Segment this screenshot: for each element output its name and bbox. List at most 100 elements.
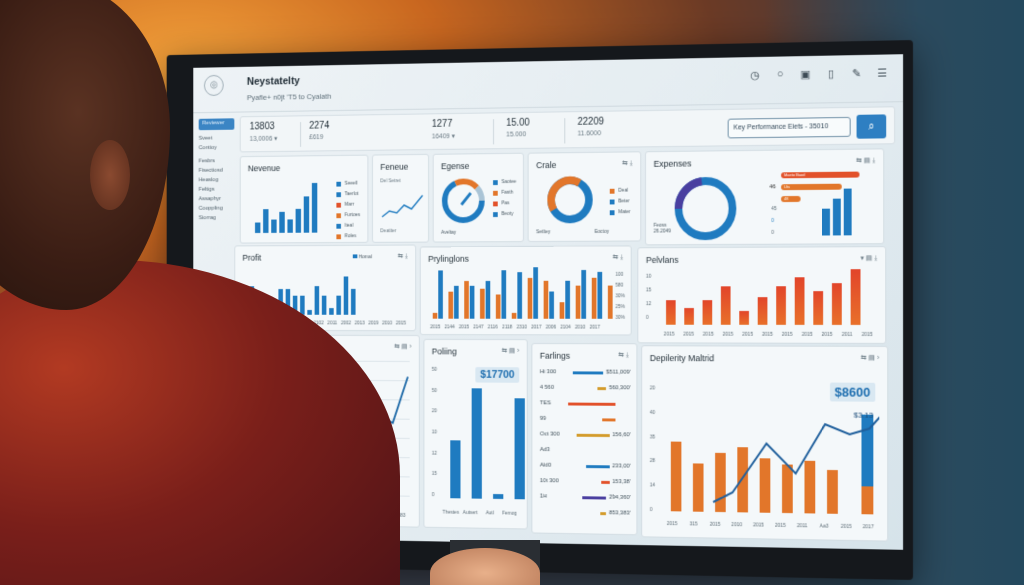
axis-label: 0 <box>649 507 653 513</box>
axis-label: 2015 <box>801 331 813 338</box>
farlings-card: Farlings ⇆ ⤓ Hi 300 $511,009' 4 560 560,300… <box>531 343 638 536</box>
sidebar-item[interactable]: Feltigs <box>198 186 215 193</box>
axis-label: 2019 <box>368 320 379 327</box>
sidebar-item[interactable]: Heaslog <box>198 177 219 184</box>
sidebar-item[interactable]: Sveet <box>198 135 213 142</box>
logo-icon[interactable]: ◎ <box>203 74 224 97</box>
bar <box>581 269 587 319</box>
bar <box>328 307 334 315</box>
axis-label: 2015 <box>861 331 873 338</box>
clipboard-icon[interactable]: ▯ <box>827 68 834 81</box>
sidebar-item[interactable]: Fesbrs <box>198 158 216 165</box>
donut-legend: Deal Beter Mater <box>609 188 630 220</box>
axis-label: 2006 <box>545 324 557 331</box>
card-controls[interactable]: ⇆ ⤓ <box>622 160 633 168</box>
bar <box>843 188 852 236</box>
bar <box>517 272 523 319</box>
bar <box>493 494 504 500</box>
axis-label: 100 <box>615 271 624 278</box>
axis-label: 2015 <box>395 320 407 327</box>
chat-icon[interactable]: ○ <box>776 68 784 81</box>
bar <box>453 286 459 319</box>
top-bar: ◎ Neystatelty Pyafle+ n0jt 'T5 to Cyalat… <box>193 54 904 114</box>
card-controls[interactable]: ⇆ ▤ ⤓ <box>856 157 876 165</box>
axis-label: 2015 <box>753 522 764 529</box>
app-title: Neystatelty <box>246 75 300 88</box>
axis-label: 2011 <box>841 331 853 338</box>
card-footer: Eoctoy <box>594 228 610 235</box>
x-axis: Thestes Autsert Autl Femog <box>441 510 519 517</box>
search-button[interactable]: ⌕ <box>856 114 887 139</box>
expenses-donut-chart <box>671 173 740 244</box>
kpi-sub[interactable]: 13,0006 ▾ <box>249 135 278 143</box>
kpi-value: 13803 <box>249 121 275 133</box>
expense-gauge-card: Egense Saotee Fasth Pas Beoty Aveltay <box>432 152 524 243</box>
bar <box>448 291 454 319</box>
axis-label: 2017 <box>589 324 601 331</box>
sidebar-item[interactable]: Fisectiosd <box>198 167 223 174</box>
kpi-item: 2274 £619 <box>309 121 329 141</box>
card-controls[interactable]: ⇆ ▤ › <box>394 343 412 351</box>
bar <box>775 286 786 325</box>
sidebar-item[interactable]: Contioy <box>198 145 217 152</box>
axis-label: Autl <box>485 510 494 517</box>
axis-label: Autsert <box>462 510 478 517</box>
card-title: Pelvlans <box>645 254 679 265</box>
card-title: Expenses <box>653 158 692 169</box>
sidebar-item[interactable]: Siorrag <box>198 215 216 222</box>
axis-label: 2015 <box>821 331 833 338</box>
image-icon[interactable]: ▣ <box>800 68 811 81</box>
bar <box>702 299 712 325</box>
list-item: 99 <box>540 416 631 423</box>
axis-label: 12 <box>645 301 652 308</box>
value-badge: $17700 <box>475 367 520 383</box>
grouped-bar-chart <box>430 264 613 319</box>
sidebar-item[interactable]: Cooppling <box>198 205 223 212</box>
card-controls[interactable]: ⇆ ▤ › <box>860 354 880 362</box>
axis-label: 2017 <box>531 324 542 331</box>
axis-label: 12 <box>431 450 437 457</box>
menu-icon[interactable]: ☰ <box>877 67 888 80</box>
sidebar-item[interactable]: Assaphyr <box>198 196 221 203</box>
card-controls[interactable]: ⇆ ▤ › <box>501 347 520 355</box>
bar <box>471 388 482 499</box>
axis-label: 2010 <box>574 324 586 331</box>
card-title: Depilerity Maltrid <box>649 353 715 364</box>
card-title: Feneue <box>380 161 409 172</box>
bar <box>575 286 581 319</box>
search-input[interactable]: Key Performance Eiets - 35010 <box>727 116 851 139</box>
axis-label: 2015 <box>663 331 675 338</box>
card-controls[interactable]: ▾ ▤ ⤓ <box>860 255 878 263</box>
sidebar-item-active[interactable]: Reviewer <box>198 118 235 131</box>
feneue-card: Feneue Del Setret Deatiter <box>372 153 430 243</box>
bar <box>831 283 842 325</box>
card-controls[interactable]: ⇆ ⤓ <box>618 352 629 359</box>
y-axis: 10 15 12 0 <box>646 274 651 321</box>
axis-label: Thestes <box>442 509 459 516</box>
kpi-value: 15.00 <box>506 117 530 129</box>
bar <box>450 440 461 499</box>
bar <box>270 219 277 233</box>
kpi-sub[interactable]: 16409 ▾ <box>431 133 455 141</box>
gauge-chart <box>439 175 487 226</box>
axis-label: 580 <box>615 282 624 289</box>
axis-label: 14 <box>649 482 656 489</box>
kpi-item: 13803 13,0006 ▾ <box>250 121 278 142</box>
clock-icon[interactable]: ◷ <box>750 69 760 82</box>
kpi-sub: 15.000 <box>506 131 527 139</box>
line-chart <box>380 192 424 221</box>
y-axis: 50 50 20 10 12 15 0 <box>432 367 437 498</box>
axis-label: 2147 <box>473 324 484 331</box>
depilerity-card: Depilerity Maltrid ⇆ ▤ › $8600 20 40 35 28 1… <box>641 345 889 542</box>
trend-line <box>665 403 879 514</box>
bar <box>432 313 438 319</box>
bar <box>812 291 823 325</box>
pelvlans-card: Pelvlans ▾ ▤ ⤓ 10 15 12 0 2015 2015 2015 2015 2… <box>637 246 887 344</box>
axis-label: 2104 <box>560 324 571 331</box>
card-controls[interactable]: ⇆ ⤓ <box>612 254 624 262</box>
bar <box>303 195 309 233</box>
card-controls[interactable]: ⇆ ⤓ <box>397 253 408 261</box>
pin-icon[interactable]: ✎ <box>852 67 862 81</box>
axis-label: 315 <box>689 521 698 528</box>
